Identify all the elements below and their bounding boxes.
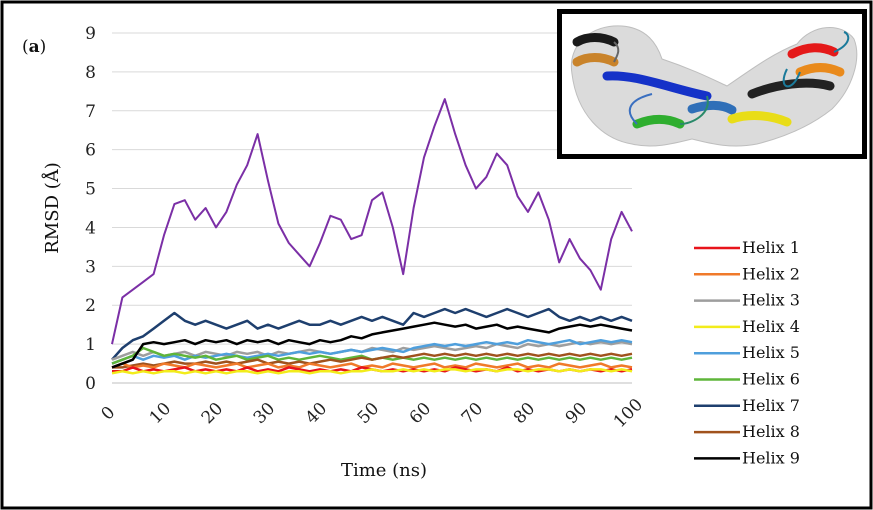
y-tick-label: 2 bbox=[85, 296, 96, 316]
y-tick-label: 3 bbox=[85, 257, 96, 277]
x-tick-label: 70 bbox=[458, 399, 487, 428]
y-tick-label: 0 bbox=[85, 374, 96, 394]
y-tick-label: 9 bbox=[85, 24, 96, 44]
protein-structure-inset bbox=[557, 9, 867, 159]
helix-ribbon-black-left bbox=[572, 33, 619, 47]
data-series bbox=[111, 98, 633, 375]
y-tick-label: 7 bbox=[85, 102, 96, 122]
y-tick-label: 6 bbox=[85, 141, 96, 161]
helix-ribbon-blue-middle bbox=[687, 100, 737, 115]
x-tick-label: 100 bbox=[610, 395, 647, 432]
loop-3 bbox=[628, 93, 653, 125]
legend-label: Helix 1 bbox=[742, 238, 800, 257]
loop-2 bbox=[679, 95, 709, 125]
helix-ribbon-orange-left bbox=[572, 53, 619, 67]
x-tick-label: 30 bbox=[250, 399, 279, 428]
x-tick-label: 40 bbox=[302, 399, 331, 428]
helix-ribbon-yellow bbox=[727, 111, 792, 127]
x-tick-label: 20 bbox=[198, 399, 227, 428]
series-line-helix-2 bbox=[111, 362, 633, 369]
y-tick-label: 4 bbox=[85, 218, 96, 238]
legend-label: Helix 7 bbox=[742, 396, 800, 415]
loop-4 bbox=[782, 68, 801, 88]
helix-ribbon-blue bbox=[602, 71, 712, 101]
panel-label: (a) bbox=[22, 37, 46, 57]
series-line-whole-protein bbox=[111, 98, 633, 345]
x-tick-label: 80 bbox=[510, 399, 539, 428]
series-line-helix-9 bbox=[111, 321, 633, 369]
x-axis-ticks: 0 10 20 30 40 50 60 70 80 90 100 bbox=[98, 395, 647, 432]
grid-lines bbox=[112, 32, 632, 345]
series-line-helix-8 bbox=[112, 352, 633, 369]
legend-label: Helix 3 bbox=[742, 291, 800, 310]
helix-ribbon-orange-right bbox=[795, 63, 845, 77]
legend-label: Helix 4 bbox=[742, 317, 800, 336]
series-line-helix-4 bbox=[111, 368, 633, 375]
series-line-helix-7 bbox=[111, 307, 633, 361]
helix-ribbon-green bbox=[632, 115, 685, 129]
x-tick-label: 0 bbox=[98, 403, 120, 425]
y-tick-label: 5 bbox=[85, 180, 96, 200]
x-tick-label: 60 bbox=[406, 399, 435, 428]
legend-label: Helix 8 bbox=[742, 422, 800, 441]
x-tick-label: 10 bbox=[146, 399, 175, 428]
loop-5 bbox=[833, 31, 850, 53]
protein-structure-image bbox=[570, 25, 858, 147]
y-tick-label: 1 bbox=[85, 335, 96, 355]
legend: Helix 1 Helix 2 Helix 3 Helix 4 Helix 5 Helix… bbox=[694, 238, 800, 467]
x-tick-label: 50 bbox=[354, 399, 383, 428]
legend-label: Helix 2 bbox=[742, 264, 800, 283]
legend-label: Helix 9 bbox=[742, 448, 800, 467]
x-axis-title: Time (ns) bbox=[341, 460, 427, 481]
y-axis-title: RMSD (Å) bbox=[41, 162, 63, 254]
helix-ribbon-red bbox=[787, 43, 839, 59]
legend-label: Helix 6 bbox=[742, 370, 800, 389]
x-tick-label: 90 bbox=[562, 399, 591, 428]
loop-1 bbox=[613, 41, 620, 63]
molecular-surface bbox=[570, 25, 858, 147]
legend-label: Helix 5 bbox=[742, 343, 800, 362]
series-line-helix-3 bbox=[111, 340, 633, 361]
y-tick-label: 8 bbox=[85, 63, 96, 83]
y-axis-ticks: 0 1 2 3 4 5 6 7 8 9 bbox=[85, 24, 96, 394]
